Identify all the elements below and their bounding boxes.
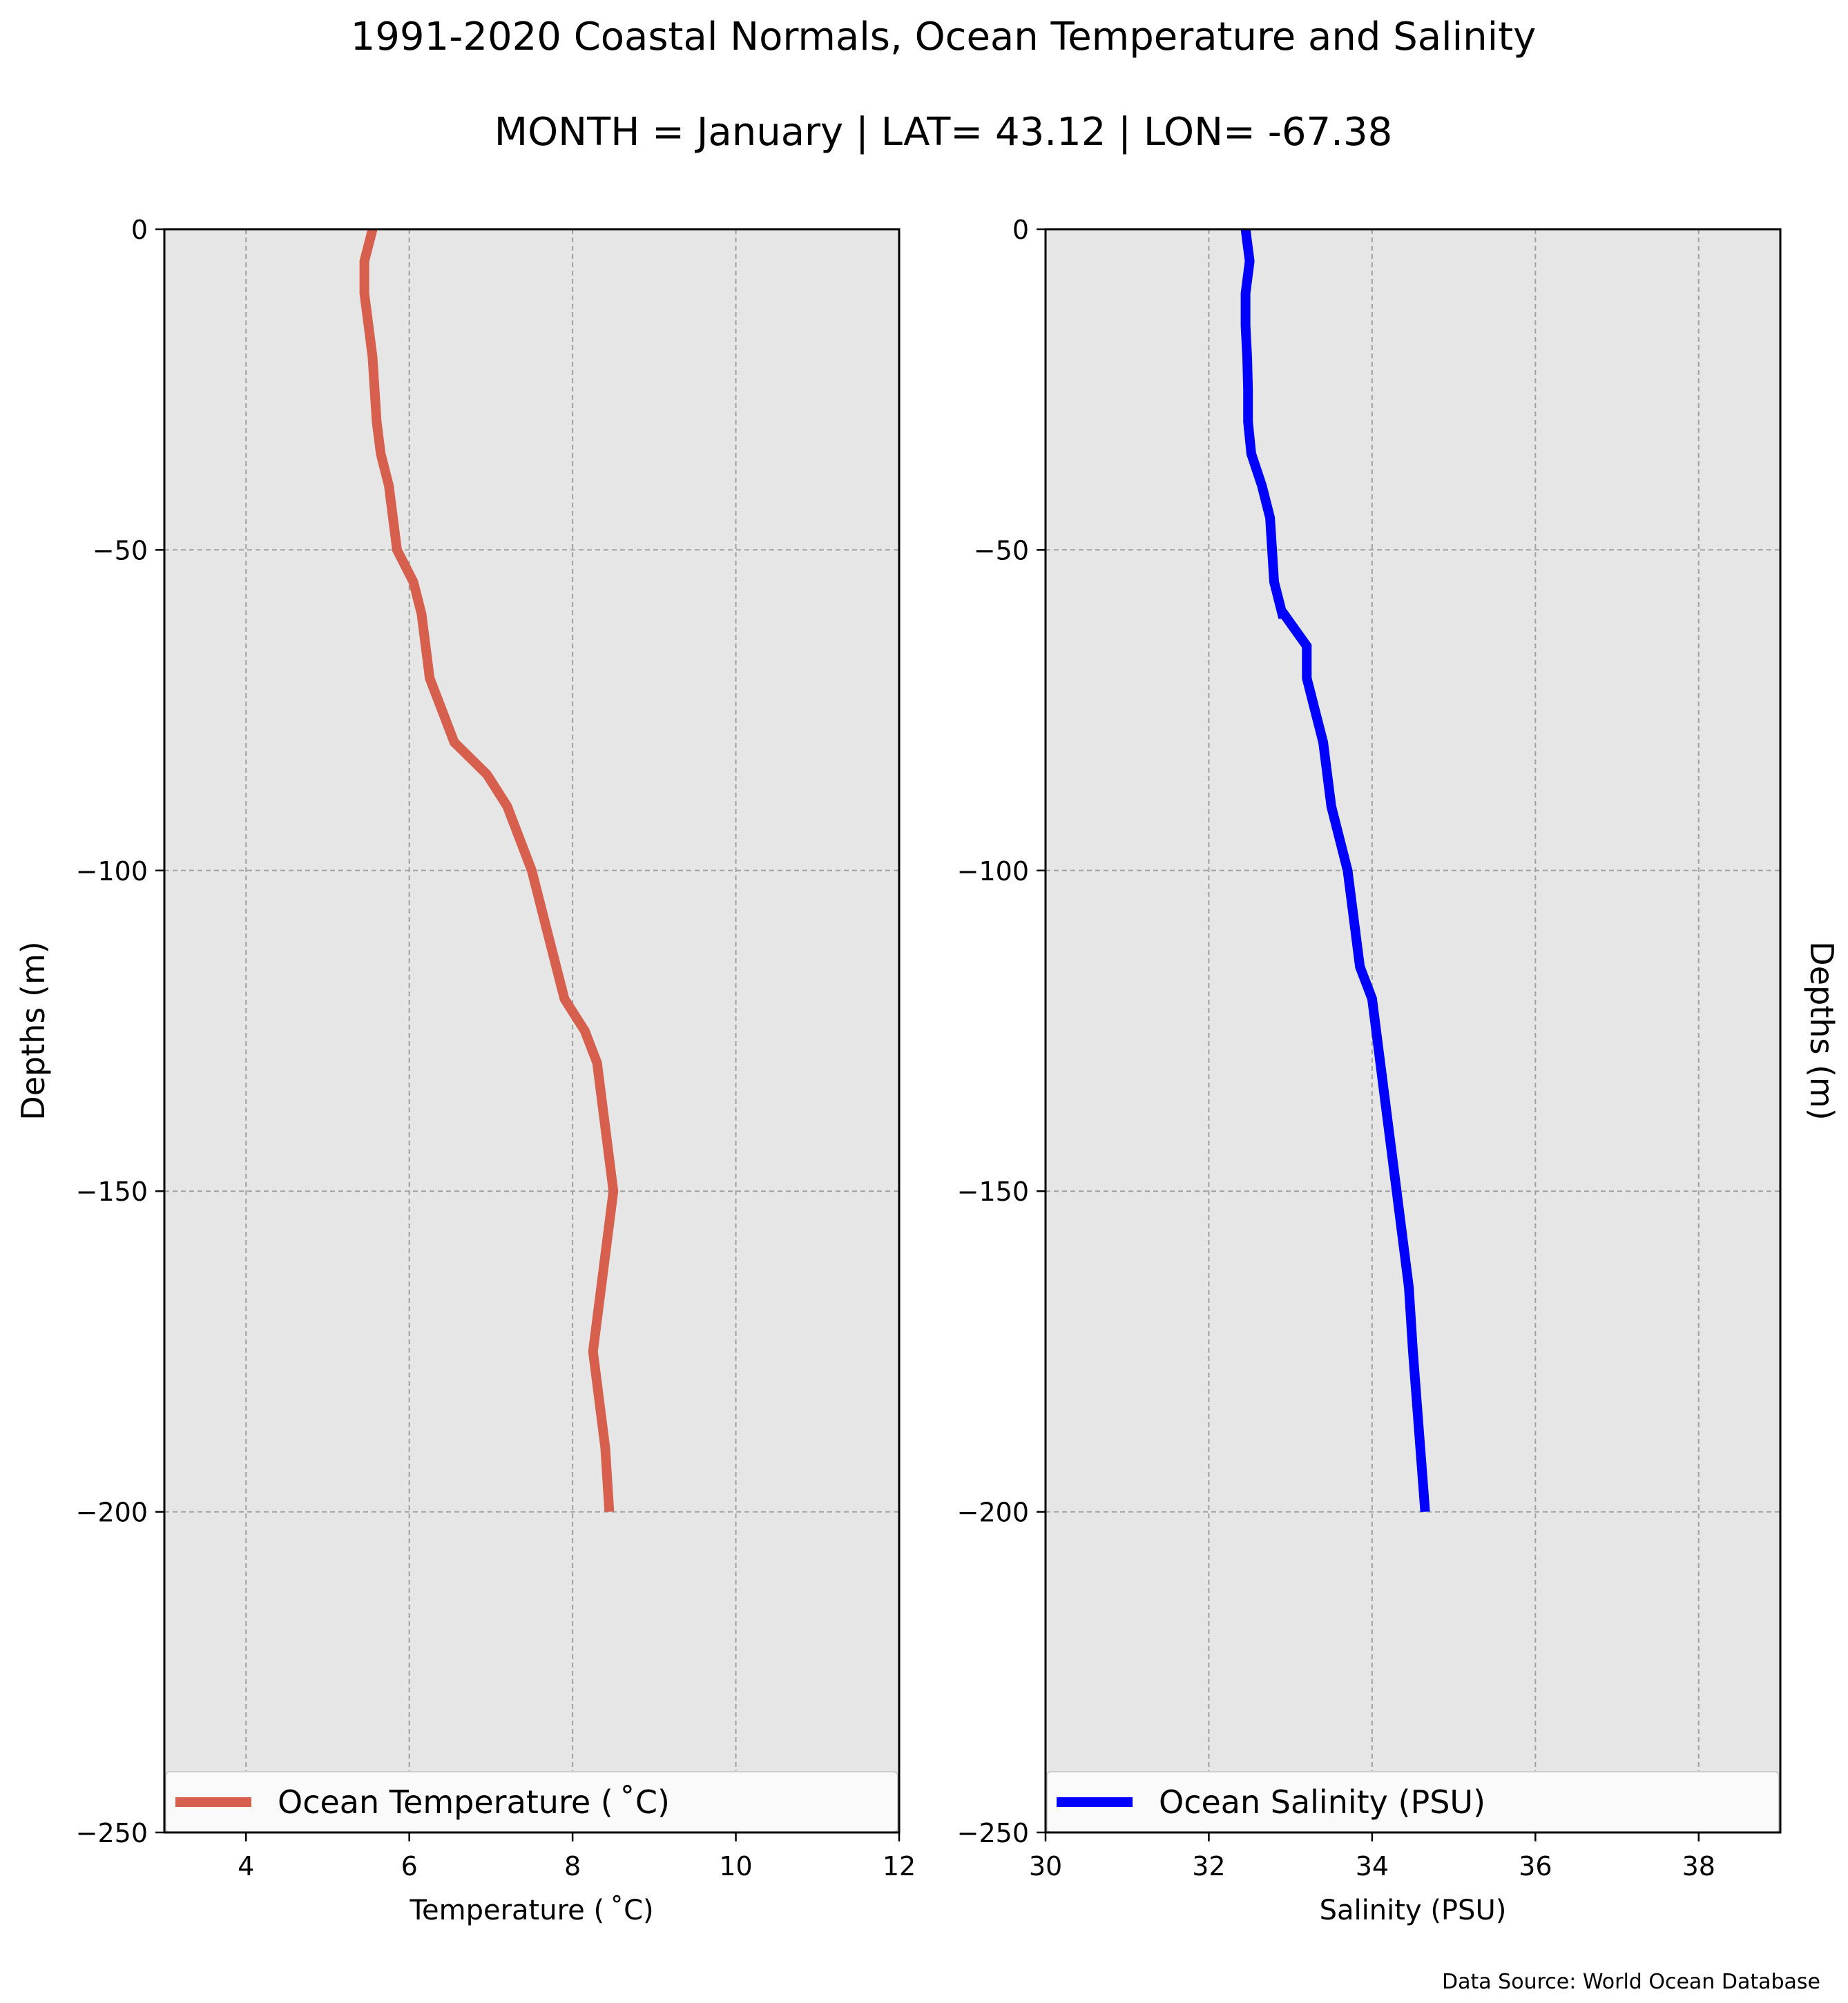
temperature-y-axis-label: Depths (m) xyxy=(15,941,52,1120)
temperature-x-tick-label: 10 xyxy=(719,1851,752,1881)
temperature-y-tick-label: −100 xyxy=(76,856,148,887)
chart-title: 1991-2020 Coastal Normals, Ocean Tempera… xyxy=(351,14,1537,59)
temperature-y-tick-label: −200 xyxy=(76,1498,148,1528)
salinity-y-tick-label: −50 xyxy=(974,535,1029,565)
footer-data-source: Data Source: World Ocean Database xyxy=(1442,1970,1820,1994)
temperature-y-tick-label: 0 xyxy=(131,215,148,245)
salinity-y-tick-label: −150 xyxy=(957,1177,1029,1207)
salinity-axes-frame xyxy=(1044,228,1782,1834)
salinity-y-axis-label: Depths (m) xyxy=(1803,941,1840,1120)
temperature-x-tick-label: 12 xyxy=(883,1851,916,1881)
salinity-plot-area xyxy=(1046,229,1780,1832)
salinity-x-tick-label: 34 xyxy=(1356,1851,1389,1881)
temperature-x-axis-label: Temperature ( ˚C) xyxy=(409,1895,653,1926)
temperature-legend-label: Ocean Temperature ( ˚C) xyxy=(278,1783,670,1821)
temperature-x-tick-label: 8 xyxy=(564,1851,581,1881)
temperature-y-tick-label: −50 xyxy=(93,535,148,565)
temperature-series-line xyxy=(359,228,619,1513)
salinity-x-tick-label: 32 xyxy=(1192,1851,1225,1881)
salinity-panel: Ocean Salinity (PSU) 30 32 34 36 38 0 −50 −100 −1… xyxy=(957,215,1840,1926)
salinity-y-tick-label: −250 xyxy=(957,1818,1029,1848)
salinity-x-tick-label: 36 xyxy=(1519,1851,1552,1881)
salinity-y-tick-label: −200 xyxy=(957,1498,1029,1528)
salinity-x-tick-label: 38 xyxy=(1682,1851,1715,1881)
salinity-series-line xyxy=(1240,229,1430,1513)
temperature-x-tick-label: 6 xyxy=(401,1851,418,1881)
temperature-y-tick-label: −250 xyxy=(76,1818,148,1848)
salinity-y-tick-label: 0 xyxy=(1012,215,1029,245)
salinity-legend-label: Ocean Salinity (PSU) xyxy=(1159,1783,1485,1821)
temperature-y-tick-label: −150 xyxy=(76,1177,148,1207)
chart-subtitle: MONTH = January | LAT= 43.12 | LON= -67.… xyxy=(494,110,1392,155)
temperature-axes-frame xyxy=(163,228,901,1834)
temperature-panel: Ocean Temperature ( ˚C) 4 6 8 10 12 0 −50 −100 −1… xyxy=(15,215,916,1926)
salinity-y-tick-label: −100 xyxy=(957,856,1029,887)
temperature-x-tick-label: 4 xyxy=(238,1851,254,1881)
salinity-x-axis-label: Salinity (PSU) xyxy=(1320,1895,1507,1926)
salinity-x-tick-label: 30 xyxy=(1029,1851,1062,1881)
temperature-plot-area xyxy=(164,229,899,1832)
